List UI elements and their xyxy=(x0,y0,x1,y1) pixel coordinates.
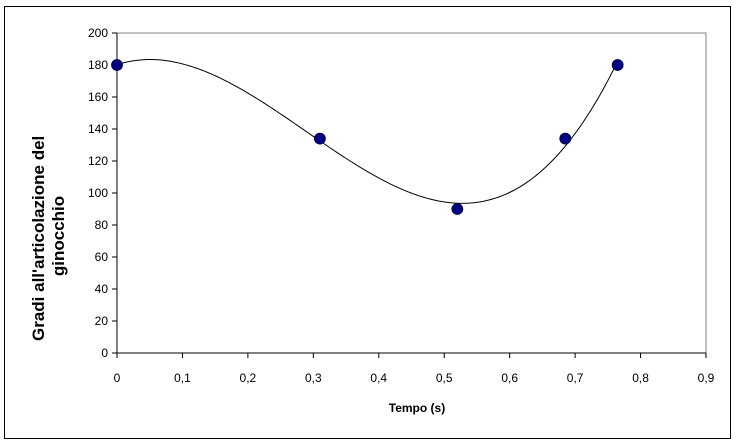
y-tick-label: 200 xyxy=(88,26,108,40)
data-point xyxy=(559,132,572,145)
x-tick-label: 0 xyxy=(114,371,121,385)
y-tick-label: 120 xyxy=(88,154,108,168)
y-tick-label: 80 xyxy=(95,218,109,232)
y-tick-label: 40 xyxy=(95,282,109,296)
y-tick-label: 180 xyxy=(88,58,108,72)
y-axis-title: Gradi all'articolazione del ginocchio xyxy=(29,131,68,341)
y-tick-label: 0 xyxy=(101,346,108,360)
x-axis: 0 0,1 0,2 0,3 0,4 0,5 0,6 0,7 0,8 0,9 xyxy=(114,352,715,385)
x-tick-label: 0,5 xyxy=(436,371,453,385)
trendline xyxy=(116,59,619,204)
y-tick-label: 140 xyxy=(88,122,108,136)
data-point xyxy=(313,132,326,145)
x-tick-label: 0,8 xyxy=(632,371,649,385)
y-axis-title-line-1: Gradi all'articolazione del xyxy=(29,136,48,341)
y-axis: 0 20 40 60 80 100 120 140 160 180 200 xyxy=(88,26,118,360)
data-point xyxy=(111,59,123,71)
x-tick-label: 0,3 xyxy=(305,371,322,385)
y-tick-label: 100 xyxy=(88,186,108,200)
y-tick-label: 60 xyxy=(95,250,109,264)
x-axis-title: Tempo (s) xyxy=(389,401,445,415)
data-point xyxy=(451,203,464,215)
x-tick-label: 0,6 xyxy=(501,371,518,385)
x-tick-label: 0,9 xyxy=(698,371,715,385)
x-tick-label: 0,4 xyxy=(370,371,387,385)
y-axis-title-line-2: ginocchio xyxy=(49,196,68,276)
y-tick-label: 20 xyxy=(95,314,109,328)
y-tick-label: 160 xyxy=(88,90,108,104)
x-tick-label: 0,7 xyxy=(567,371,584,385)
x-tick-label: 0,2 xyxy=(240,371,257,385)
points-layer xyxy=(111,59,624,215)
data-point xyxy=(611,59,624,71)
x-tick-label: 0,1 xyxy=(174,371,191,385)
trendline-layer xyxy=(116,59,619,204)
